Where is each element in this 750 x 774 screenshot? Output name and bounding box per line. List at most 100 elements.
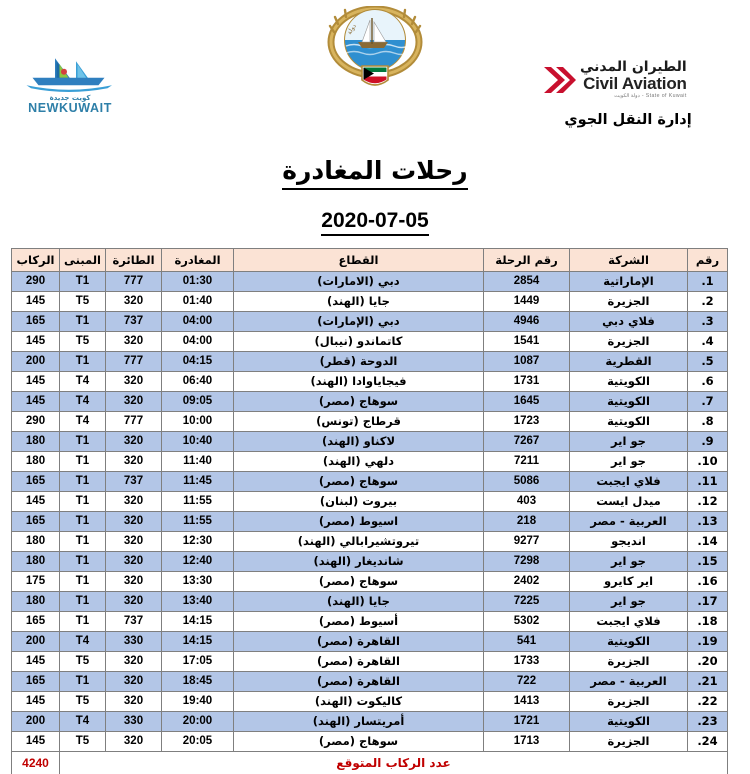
table-row: .13 العربية - مصر 218 اسيوط (مصر) 11:55 320 T1…	[11, 511, 728, 532]
cell-sector: دبي (الإمارات)	[233, 311, 484, 332]
departure-flights-table: رقم الشركة رقم الرحلة القطاع المغادرة ال…	[11, 248, 728, 774]
cell-departure: 11:55	[161, 511, 234, 532]
cell-terminal: T1	[59, 451, 106, 472]
civil-aviation-arabic: الطيران المدني	[580, 59, 687, 76]
cell-departure: 20:05	[161, 731, 234, 752]
newkuwait-logo: كويت جديدة NEWKUWAIT	[10, 55, 130, 117]
cell-flight-no: 1413	[483, 691, 570, 712]
cell-departure: 18:45	[161, 671, 234, 692]
cell-sector: شانديغار (الهند)	[233, 551, 484, 572]
cell-index: .1	[687, 271, 728, 292]
cell-flight-no: 9277	[483, 531, 570, 552]
cell-aircraft: 320	[105, 491, 162, 512]
cell-aircraft: 777	[105, 411, 162, 432]
cell-passengers: 175	[11, 571, 60, 592]
cell-aircraft: 320	[105, 291, 162, 312]
cell-departure: 10:40	[161, 431, 234, 452]
column-header-airline: الشركة	[569, 248, 688, 272]
cell-flight-no: 7298	[483, 551, 570, 572]
report-date-text: 2020-07-05	[321, 209, 429, 236]
table-row: .23 الكويتية 1721 أمريتسار (الهند) 20:00 330 T…	[11, 711, 728, 732]
cell-sector: أمريتسار (الهند)	[233, 711, 484, 732]
cell-departure: 12:40	[161, 551, 234, 572]
cell-sector: فيجاياوادا (الهند)	[233, 371, 484, 392]
cell-index: .19	[687, 631, 728, 652]
cell-index: .11	[687, 471, 728, 492]
newkuwait-arabic-label: كويت جديدة	[49, 94, 91, 102]
cell-passengers: 180	[11, 451, 60, 472]
table-row: .1 الإماراتية 2854 دبي (الامارات) 01:30 777 T1…	[11, 271, 728, 292]
table-row: .18 فلاي ايجبت 5302 أسيوط (مصر) 14:15 737 T1 16…	[11, 611, 728, 632]
cell-index: .14	[687, 531, 728, 552]
cell-aircraft: 320	[105, 451, 162, 472]
cell-aircraft: 777	[105, 351, 162, 372]
cell-sector: القاهرة (مصر)	[233, 631, 484, 652]
cell-aircraft: 320	[105, 331, 162, 352]
civil-aviation-text: الطيران المدني Civil Aviation State of K…	[580, 60, 687, 99]
cell-flight-no: 403	[483, 491, 570, 512]
cell-passengers: 145	[11, 651, 60, 672]
cell-aircraft: 320	[105, 691, 162, 712]
cell-index: .21	[687, 671, 728, 692]
table-row: .16 اير كايرو 2402 سوهاج (مصر) 13:30 320 T1 175	[11, 571, 728, 592]
table-row: .7 الكويتية 1645 سوهاج (مصر) 09:05 320 T4 145	[11, 391, 728, 412]
cell-terminal: T5	[59, 651, 106, 672]
table-row: .22 الجزيرة 1413 كاليكوت (الهند) 19:40 320 T5 1…	[11, 691, 728, 712]
cell-terminal: T1	[59, 611, 106, 632]
cell-sector: القاهرة (مصر)	[233, 671, 484, 692]
cell-aircraft: 320	[105, 531, 162, 552]
cell-passengers: 145	[11, 491, 60, 512]
cell-departure: 12:30	[161, 531, 234, 552]
newkuwait-english-label: NEWKUWAIT	[28, 101, 112, 115]
cell-terminal: T5	[59, 731, 106, 752]
cell-airline: الكويتية	[569, 411, 688, 432]
cell-aircraft: 320	[105, 651, 162, 672]
civil-aviation-subtitle: State of Kuwait - دولة الكويت	[614, 93, 687, 100]
cell-departure: 09:05	[161, 391, 234, 412]
cell-index: .10	[687, 451, 728, 472]
table-footer: عدد الركاب المتوقع 4240	[11, 751, 728, 774]
cell-departure: 17:05	[161, 651, 234, 672]
cell-flight-no: 1733	[483, 651, 570, 672]
cell-passengers: 145	[11, 731, 60, 752]
cell-sector: كاليكوت (الهند)	[233, 691, 484, 712]
cell-airline: انديجو	[569, 531, 688, 552]
cell-aircraft: 320	[105, 671, 162, 692]
cell-airline: فلاي ايجبت	[569, 471, 688, 492]
cell-index: .3	[687, 311, 728, 332]
cell-flight-no: 1721	[483, 711, 570, 732]
cell-aircraft: 737	[105, 611, 162, 632]
cell-flight-no: 1713	[483, 731, 570, 752]
table-row: .3 فلاي دبي 4946 دبي (الإمارات) 04:00 737 T1 16…	[11, 311, 728, 332]
cell-terminal: T4	[59, 631, 106, 652]
cell-airline: الإماراتية	[569, 271, 688, 292]
table-row: .10 جو اير 7211 دلهي (الهند) 11:40 320 T1 180	[11, 451, 728, 472]
cell-passengers: 290	[11, 411, 60, 432]
cell-flight-no: 541	[483, 631, 570, 652]
cell-sector: سوهاج (مصر)	[233, 571, 484, 592]
table-body: .1 الإماراتية 2854 دبي (الامارات) 01:30 777 T1…	[11, 271, 728, 752]
cell-terminal: T1	[59, 511, 106, 532]
cell-flight-no: 5086	[483, 471, 570, 492]
table-row: .17 جو اير 7225 جايا (الهند) 13:40 320 T1 180	[11, 591, 728, 612]
cell-terminal: T1	[59, 671, 106, 692]
cell-sector: اسيوط (مصر)	[233, 511, 484, 532]
table-row: .6 الكويتية 1731 فيجاياوادا (الهند) 06:40 320…	[11, 371, 728, 392]
sail-boat-icon	[26, 58, 112, 92]
cell-aircraft: 320	[105, 371, 162, 392]
cell-departure: 11:55	[161, 491, 234, 512]
cell-passengers: 180	[11, 531, 60, 552]
cell-sector: لاكناو (الهند)	[233, 431, 484, 452]
cell-aircraft: 777	[105, 271, 162, 292]
cell-airline: فلاي دبي	[569, 311, 688, 332]
cell-terminal: T4	[59, 711, 106, 732]
cell-sector: قرطاج (تونس)	[233, 411, 484, 432]
cell-aircraft: 737	[105, 471, 162, 492]
cell-aircraft: 320	[105, 391, 162, 412]
cell-terminal: T1	[59, 491, 106, 512]
cell-departure: 10:00	[161, 411, 234, 432]
cell-airline: الكويتية	[569, 391, 688, 412]
cell-sector: دلهي (الهند)	[233, 451, 484, 472]
cell-departure: 01:30	[161, 271, 234, 292]
cell-flight-no: 1087	[483, 351, 570, 372]
